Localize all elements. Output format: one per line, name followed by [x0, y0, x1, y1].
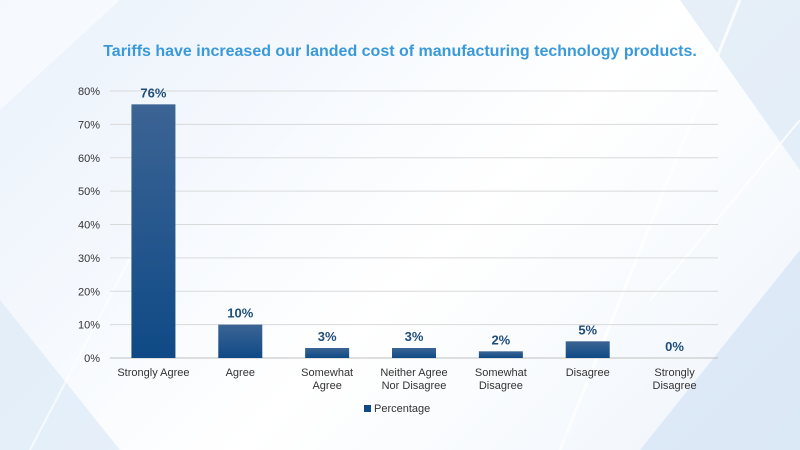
bar	[565, 341, 610, 358]
data-label: 10%	[227, 306, 253, 321]
x-tick-label: Strongly Disagree	[653, 367, 697, 392]
x-tick-label: Agree	[226, 367, 255, 379]
legend: Percentage	[364, 403, 430, 415]
data-label: 2%	[491, 332, 510, 347]
y-tick-label: 0%	[84, 353, 100, 365]
bar	[392, 347, 436, 358]
data-label: 3%	[318, 329, 337, 344]
x-tick-label: Somewhat Disagree	[475, 367, 527, 392]
bars	[131, 104, 610, 358]
legend-label: Percentage	[374, 403, 430, 415]
chart-title: Tariffs have increased our landed cost o…	[103, 43, 697, 60]
y-tick-label: 50%	[78, 186, 100, 198]
data-label: 3%	[405, 329, 424, 344]
bar	[131, 104, 176, 358]
y-tick-label: 10%	[78, 320, 100, 332]
data-labels: 76% 10% 3% 3% 2% 5% 0%	[140, 85, 684, 354]
y-tick-label: 40%	[78, 220, 100, 232]
y-tick-label: 20%	[78, 286, 100, 298]
y-tick-label: 80%	[78, 86, 100, 98]
y-tick-label: 70%	[78, 119, 100, 131]
y-axis-ticks: 0% 10% 20% 30% 40% 50% 60% 70% 80%	[78, 86, 100, 365]
y-tick-label: 30%	[78, 253, 100, 265]
x-tick-label: Neither Agree Nor Disagree	[380, 367, 447, 392]
bar	[305, 347, 350, 358]
data-label: 0%	[665, 339, 684, 354]
x-tick-label: Disagree	[566, 367, 610, 379]
gridlines	[110, 90, 718, 359]
bar	[478, 351, 523, 358]
bar	[218, 324, 263, 358]
x-tick-label: Somewhat Agree	[301, 367, 353, 392]
legend-swatch	[364, 405, 371, 412]
y-tick-label: 60%	[78, 153, 100, 165]
data-label: 5%	[578, 322, 597, 337]
x-tick-label: Strongly Agree	[117, 367, 189, 379]
data-label: 76%	[140, 85, 166, 100]
x-axis-labels: Strongly Agree Agree Somewhat Agree Neither …	[117, 367, 696, 392]
